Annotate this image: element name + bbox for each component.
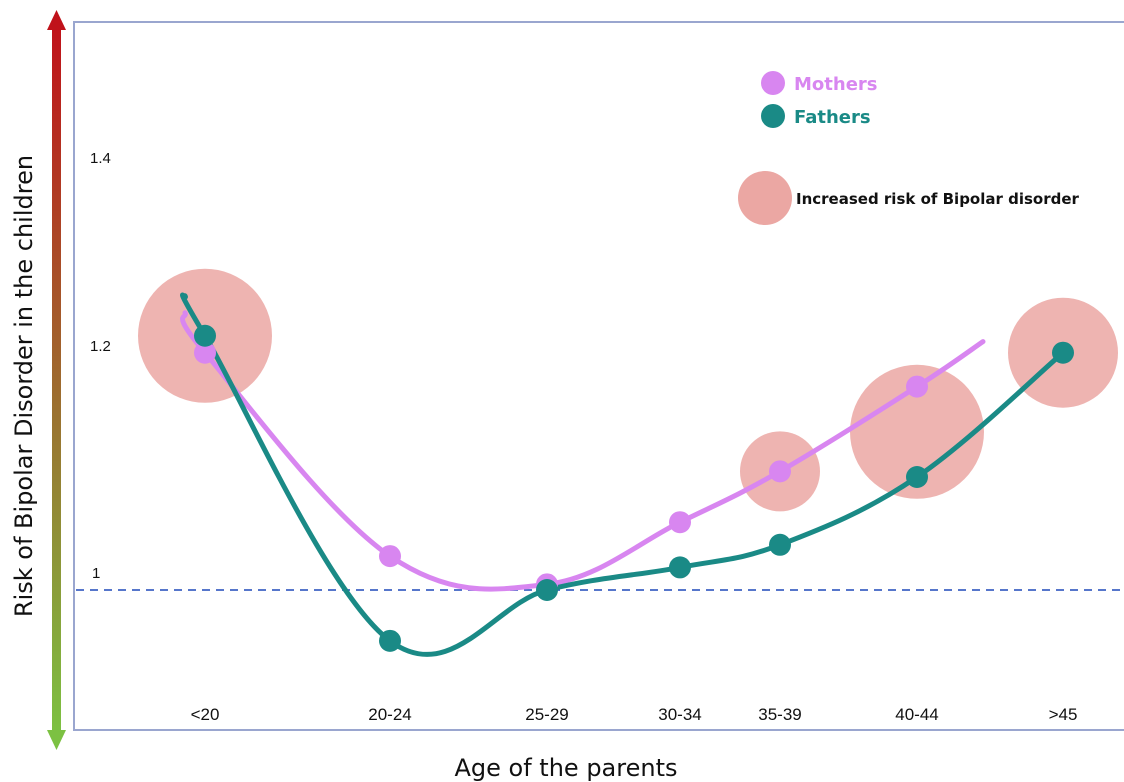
plot-frame	[73, 21, 1124, 731]
point-fathers	[379, 629, 401, 652]
point-fathers	[906, 466, 928, 488]
legend-label-fathers: Fathers	[794, 107, 871, 128]
risk-gradient-arrow	[47, 10, 66, 750]
point-mothers	[669, 511, 691, 534]
legend: Mothers Fathers Increased risk of Bipola…	[738, 71, 1080, 225]
x-tick-labels: <20 20-24 25-29 30-34 35-39 40-44 >45	[191, 705, 1078, 724]
point-mothers	[769, 460, 791, 483]
point-fathers	[769, 533, 791, 556]
legend-marker-fathers	[761, 104, 785, 128]
series-line-fathers	[180, 292, 1066, 657]
point-mothers	[194, 341, 216, 364]
point-fathers	[669, 556, 691, 579]
legend-marker-risk	[738, 171, 792, 225]
risk-bubble	[850, 364, 984, 499]
legend-label-mothers: Mothers	[794, 74, 878, 95]
x-tick-label: <20	[191, 705, 220, 724]
point-fathers	[1052, 341, 1074, 364]
y-axis-title: Risk of Bipolar Disorder in the children	[10, 155, 38, 617]
point-mothers	[379, 545, 401, 568]
point-mothers	[906, 375, 928, 398]
risk-bubbles	[138, 268, 1118, 512]
series-points	[194, 324, 1074, 652]
y-tick-label: 1.2	[90, 338, 111, 355]
x-axis-title: Age of the parents	[455, 754, 678, 782]
x-tick-label: 40-44	[895, 705, 938, 724]
x-tick-label: 35-39	[758, 705, 801, 724]
legend-label-risk: Increased risk of Bipolar disorder	[796, 190, 1080, 208]
x-tick-label: >45	[1049, 705, 1078, 724]
y-tick-label: 1.4	[90, 150, 111, 167]
y-tick-label: 1	[92, 565, 100, 582]
x-tick-label: 20-24	[368, 705, 411, 724]
point-fathers	[536, 579, 558, 601]
point-fathers	[194, 324, 216, 347]
legend-marker-mothers	[761, 71, 785, 95]
x-tick-label: 30-34	[658, 705, 701, 724]
x-tick-label: 25-29	[525, 705, 568, 724]
